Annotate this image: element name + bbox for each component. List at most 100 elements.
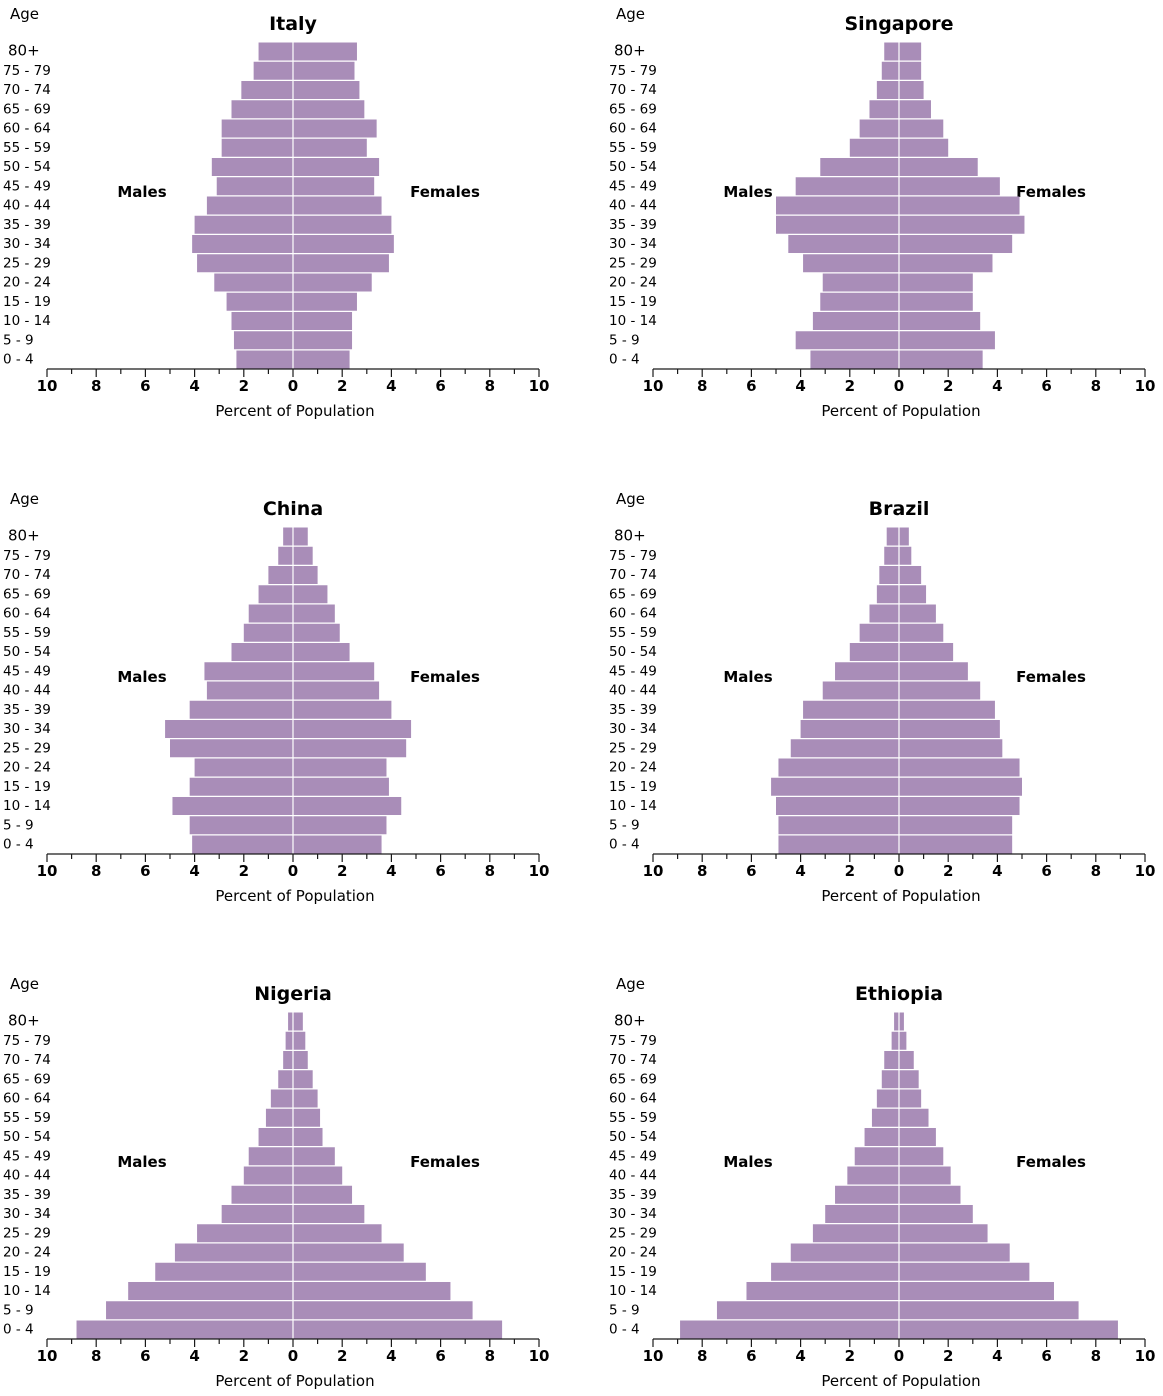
bar-females-3: [293, 777, 389, 796]
bar-males-3: [771, 1262, 899, 1281]
age-tick-label: 50 - 54: [3, 644, 51, 660]
age-axis-label: Age: [10, 5, 39, 23]
bar-males-8: [822, 681, 899, 700]
age-tick-label: 35 - 39: [609, 702, 657, 718]
bar-males-0: [680, 1320, 899, 1339]
bar-females-2: [293, 312, 353, 330]
x-tick-label: 10: [529, 862, 550, 880]
bar-females-5: [899, 254, 993, 273]
x-tick-label: 2: [943, 377, 953, 395]
bar-females-2: [293, 1282, 451, 1300]
pyramid-chart-italy: Italy Age Males Females 0 - 4 5 - 9 10 - 14 15 …: [3, 5, 549, 420]
age-tick-label: 60 - 64: [3, 606, 51, 622]
bar-males-15: [285, 1031, 293, 1050]
bar-males-14: [268, 566, 293, 584]
bar-males-15: [891, 1031, 899, 1050]
x-tick-label: 10: [1135, 862, 1156, 880]
x-tick-label: 8: [697, 862, 707, 880]
bar-females-14: [899, 566, 922, 584]
pyramid-chart-nigeria: Nigeria Age Males Females 0 - 4 5 - 9 10 - 14 1…: [3, 975, 549, 1390]
age-tick-label: 10 - 14: [3, 313, 51, 329]
x-tick-label: 2: [845, 862, 855, 880]
age-tick-label: 30 - 34: [609, 721, 657, 737]
age-tick-label: 30 - 34: [3, 721, 51, 737]
bar-females-9: [293, 662, 375, 681]
age-tick-label: 10 - 14: [609, 798, 657, 814]
bar-females-13: [293, 100, 365, 119]
x-tick-label: 0: [894, 862, 904, 880]
males-label: Males: [723, 183, 772, 201]
bar-females-1: [293, 1301, 473, 1320]
bar-females-2: [899, 312, 981, 330]
age-tick-label: 25 - 29: [3, 740, 51, 756]
bar-males-10: [849, 643, 899, 661]
age-tick-label: 20 - 24: [609, 275, 657, 291]
x-tick-label: 8: [697, 1347, 707, 1365]
bar-males-0: [192, 835, 293, 854]
bar-males-13: [231, 100, 293, 119]
age-tick-label: 70 - 74: [609, 1052, 657, 1068]
bar-females-6: [293, 720, 412, 738]
bar-females-1: [293, 816, 387, 835]
x-tick-label: 4: [992, 1347, 1002, 1365]
x-tick-label: 6: [435, 377, 445, 395]
age-tick-label: 75 - 79: [3, 63, 51, 79]
bar-females-4: [899, 1243, 1010, 1262]
bar-males-6: [825, 1205, 899, 1223]
pyramid-chart-brazil: Brazil Age Males Females 0 - 4 5 - 9 10 - 14 15…: [609, 490, 1155, 905]
bar-males-10: [211, 158, 293, 176]
bar-males-8: [776, 196, 899, 215]
x-tick-label: 8: [485, 1347, 495, 1365]
bar-males-10: [231, 643, 293, 661]
age-tick-label: 30 - 34: [3, 236, 51, 252]
bar-females-7: [899, 1185, 961, 1204]
bar-males-16: [884, 42, 899, 61]
age-tick-label: 45 - 49: [609, 178, 657, 194]
x-tick-label: 2: [845, 377, 855, 395]
age-tick-label: 30 - 34: [609, 236, 657, 252]
bar-males-3: [189, 777, 293, 796]
bar-females-10: [293, 158, 380, 176]
bar-females-9: [293, 177, 375, 196]
age-tick-label: 15 - 19: [609, 294, 657, 310]
bar-males-13: [876, 585, 899, 604]
females-label: Females: [1016, 183, 1086, 201]
x-tick-label: 8: [485, 377, 495, 395]
females-label: Females: [1016, 668, 1086, 686]
age-tick-label: 35 - 39: [609, 1187, 657, 1203]
bar-males-8: [206, 681, 293, 700]
age-tick-label: 45 - 49: [3, 178, 51, 194]
bar-females-13: [293, 585, 328, 604]
bar-males-7: [194, 215, 293, 234]
age-tick-label: 45 - 49: [3, 663, 51, 679]
x-tick-label: 4: [189, 862, 199, 880]
x-tick-label: 6: [435, 862, 445, 880]
age-tick-label: 35 - 39: [3, 1187, 51, 1203]
x-tick-label: 0: [288, 862, 298, 880]
bar-males-2: [172, 797, 293, 815]
bar-males-11: [859, 623, 899, 642]
bar-females-16: [899, 1012, 904, 1031]
bar-males-0: [778, 835, 899, 854]
age-tick-label: 60 - 64: [609, 121, 657, 137]
bar-females-1: [899, 1301, 1079, 1320]
age-tick-label: 70 - 74: [609, 567, 657, 583]
bar-males-3: [226, 292, 293, 311]
age-tick-label: 70 - 74: [609, 82, 657, 98]
age-tick-label: 0 - 4: [3, 352, 34, 368]
x-tick-label: 2: [239, 377, 249, 395]
age-tick-label: 55 - 59: [3, 1110, 51, 1126]
bar-males-16: [258, 42, 293, 61]
age-tick-label: 80+: [614, 527, 646, 545]
chart-title: Singapore: [844, 13, 953, 35]
bar-males-8: [206, 196, 293, 215]
bar-females-3: [899, 1262, 1030, 1281]
x-tick-label: 8: [485, 862, 495, 880]
bar-females-16: [293, 527, 308, 546]
bar-females-12: [899, 119, 944, 138]
age-tick-label: 65 - 69: [609, 1071, 657, 1087]
females-label: Females: [410, 1153, 480, 1171]
age-tick-label: 25 - 29: [3, 1225, 51, 1241]
x-tick-label: 10: [643, 862, 664, 880]
chart-title: Italy: [269, 13, 317, 35]
